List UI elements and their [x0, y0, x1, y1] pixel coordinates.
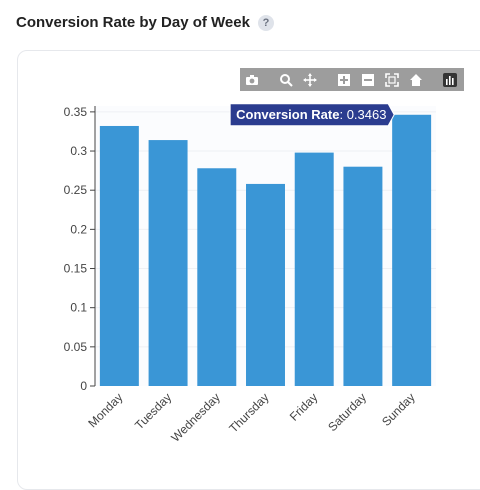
x-tick-label: Thursday [226, 390, 271, 435]
zoom-in-icon[interactable] [335, 71, 353, 89]
x-tick-label: Tuesday [132, 390, 174, 432]
bar-chart: 0 0.05 0.1 0.15 0.2 0.25 0.3 0.35 Monday TuesdayW… [64, 103, 436, 445]
x-tick-label: Sunday [379, 390, 418, 429]
chart-toolbar [240, 68, 464, 91]
y-tick-label: 0.1 [70, 301, 87, 315]
bar-saturday [343, 166, 383, 386]
bar-sunday [392, 114, 432, 386]
x-tick-label: Friday [287, 390, 320, 423]
plotly-logo-icon[interactable] [441, 71, 459, 89]
y-tick-label: 0.25 [64, 183, 88, 197]
y-tick-label: 0.2 [70, 222, 87, 236]
bar-monday [99, 125, 139, 386]
header: Conversion Rate by Day of Week ? [16, 14, 274, 31]
y-tick-label: 0.3 [70, 144, 87, 158]
y-tick-label: 0 [80, 379, 87, 393]
home-icon[interactable] [407, 71, 425, 89]
help-icon[interactable]: ? [257, 14, 274, 31]
page-title: Conversion Rate by Day of Week [16, 14, 250, 31]
zoom-icon[interactable] [277, 71, 295, 89]
tooltip-value: 0.3463 [347, 107, 387, 122]
zoom-out-icon[interactable] [359, 71, 377, 89]
bar-tuesday [148, 140, 188, 386]
bar-thursday [246, 183, 285, 386]
x-tick-label: Wednesday [168, 390, 223, 445]
camera-icon[interactable] [243, 71, 261, 89]
x-tick-label: Monday [85, 390, 125, 430]
autoscale-icon[interactable] [383, 71, 401, 89]
hover-tooltip [229, 103, 395, 127]
tooltip-label: Conversion Rate: 0.3463 [236, 107, 386, 122]
bar-friday [294, 152, 334, 386]
pan-icon[interactable] [301, 71, 319, 89]
tooltip-series: Conversion Rate [236, 107, 339, 122]
y-tick-label: 0.35 [64, 105, 88, 119]
x-tick-label: Saturday [325, 390, 369, 434]
y-tick-label: 0.15 [64, 262, 88, 276]
bar-wednesday [197, 168, 237, 386]
y-tick-label: 0.05 [64, 340, 88, 354]
